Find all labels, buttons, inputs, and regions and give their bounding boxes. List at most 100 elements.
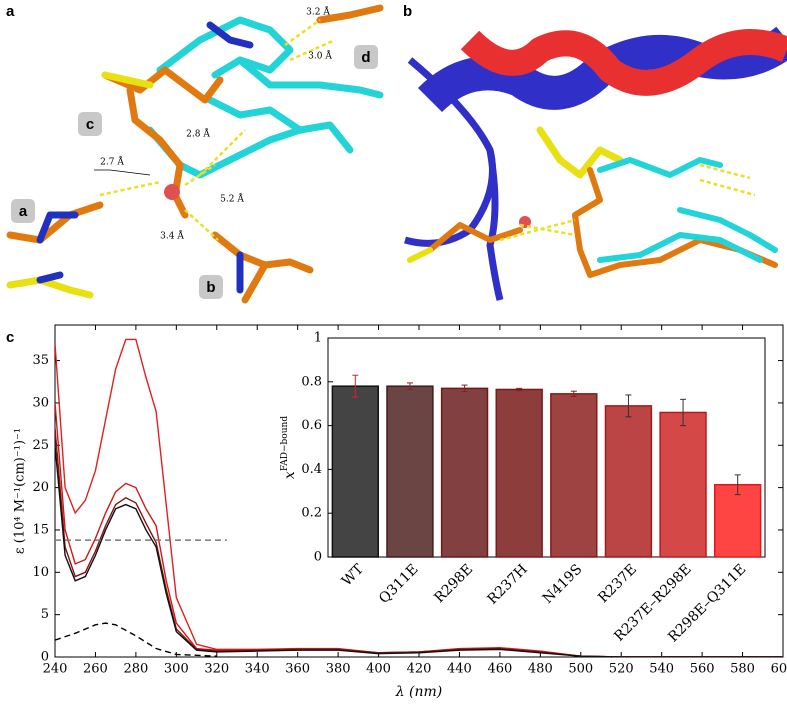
- y-tick-label: 30: [32, 395, 49, 410]
- x-tick-label: 240: [43, 662, 68, 677]
- y-tick-label: 0: [314, 550, 322, 565]
- x-tick-label: 340: [245, 662, 270, 677]
- y-tick-label: 0.6: [301, 418, 322, 433]
- y-tick-label: 1: [314, 331, 322, 346]
- distance-label: 2.7 Å: [100, 156, 124, 168]
- hydrogen-bond: [519, 223, 576, 237]
- y-tick-label: 15: [32, 522, 49, 537]
- y-tick-label: 25: [32, 438, 49, 453]
- x-tick-label: 480: [528, 662, 553, 677]
- bar: [550, 393, 598, 558]
- x-tick-label: 460: [487, 662, 512, 677]
- x-tick-label: 280: [123, 662, 148, 677]
- y-tick-label: 20: [32, 480, 49, 495]
- label-box: [199, 275, 223, 299]
- y-tick-label: 0.2: [301, 506, 322, 521]
- spectrum-line: [55, 338, 783, 657]
- bar: [495, 388, 543, 558]
- bond: [241, 261, 269, 304]
- panel-label: b: [403, 3, 412, 20]
- label-box-text: c: [86, 116, 94, 133]
- distance-label: 2.8 Å: [186, 128, 210, 140]
- hydrogen-bond: [284, 18, 321, 47]
- y-tick-label: 0.8: [301, 374, 322, 389]
- x-tick-label: 260: [83, 662, 108, 677]
- x-tick-label: N419S: [540, 561, 586, 607]
- bar: [659, 411, 707, 558]
- y-axis-label-sup: FAD−bound: [280, 416, 290, 471]
- bond: [206, 96, 354, 154]
- y-tick-label: 5: [41, 607, 49, 622]
- bond: [597, 157, 723, 178]
- hydrogen-bond: [289, 38, 336, 62]
- x-tick-label: 380: [326, 662, 351, 677]
- bond: [236, 56, 384, 99]
- label-box: [11, 199, 35, 223]
- hydrogen-bond: [499, 218, 576, 242]
- x-tick-label: 520: [609, 662, 634, 677]
- label-box: [354, 45, 378, 69]
- x-tick-label: 540: [649, 662, 674, 677]
- bond: [156, 16, 294, 79]
- bond: [572, 167, 778, 278]
- panel-label: c: [6, 329, 14, 346]
- bond: [36, 271, 64, 284]
- spectrum-line: [55, 622, 217, 657]
- x-tick-label: 600: [771, 662, 787, 677]
- panel-label: a: [6, 3, 15, 20]
- bond: [101, 66, 224, 104]
- bar: [440, 387, 489, 558]
- x-tick-label: 320: [204, 662, 229, 677]
- bond: [316, 4, 384, 24]
- x-tick-label: 360: [285, 662, 310, 677]
- bond: [36, 211, 79, 244]
- x-tick-label: 300: [164, 662, 189, 677]
- x-tick-label: Q311E: [376, 561, 422, 607]
- y-axis-label-main: x: [282, 471, 298, 479]
- bar: [386, 385, 434, 558]
- hydrogen-bond: [99, 180, 161, 197]
- leader: [94, 169, 151, 176]
- bond: [6, 276, 94, 299]
- x-tick-label: 440: [447, 662, 472, 677]
- x-tick-label: 420: [407, 662, 432, 677]
- y-tick-label: 0: [41, 650, 49, 665]
- hydrogen-bond: [184, 163, 216, 187]
- distance-label: 3.2 Å: [306, 6, 330, 18]
- loop: [486, 149, 504, 301]
- bond: [101, 71, 154, 89]
- x-tick-label: R237H: [485, 561, 531, 607]
- y-tick-label: 35: [32, 353, 49, 368]
- x-tick-label: 580: [730, 662, 755, 677]
- x-tick-label: R237E: [595, 561, 640, 606]
- x-tick-label: R298E: [431, 561, 476, 606]
- x-tick-label: 560: [690, 662, 715, 677]
- bond: [597, 232, 763, 263]
- distance-label: 3.4 Å: [160, 230, 184, 242]
- hydrogen-bond: [699, 178, 756, 197]
- x-tick-label: 500: [568, 662, 593, 677]
- bar: [331, 385, 380, 558]
- distance-label: 3.0 Å: [308, 50, 332, 62]
- label-box-text: a: [19, 203, 28, 220]
- label-box-text: b: [206, 279, 215, 296]
- water: [164, 184, 180, 200]
- x-tick-label: WT: [339, 561, 368, 590]
- hydrogen-bond: [199, 129, 246, 176]
- x-tick-label: 400: [366, 662, 391, 677]
- label-box-text: d: [361, 49, 370, 66]
- y-axis-label: ε (10⁴ M⁻¹(cm)⁻¹)⁻¹: [13, 428, 28, 554]
- bond: [536, 126, 624, 179]
- spectrum-line: [55, 445, 783, 657]
- bond: [407, 247, 433, 263]
- label-box: [78, 112, 102, 136]
- hydrogen-bond: [699, 163, 751, 180]
- y-axis-label: xFAD−bound: [280, 416, 299, 479]
- bond: [427, 222, 523, 253]
- bar: [604, 405, 653, 558]
- bond: [677, 207, 778, 253]
- hydrogen-bond: [184, 209, 219, 241]
- bond: [206, 21, 254, 49]
- bar: [713, 483, 762, 558]
